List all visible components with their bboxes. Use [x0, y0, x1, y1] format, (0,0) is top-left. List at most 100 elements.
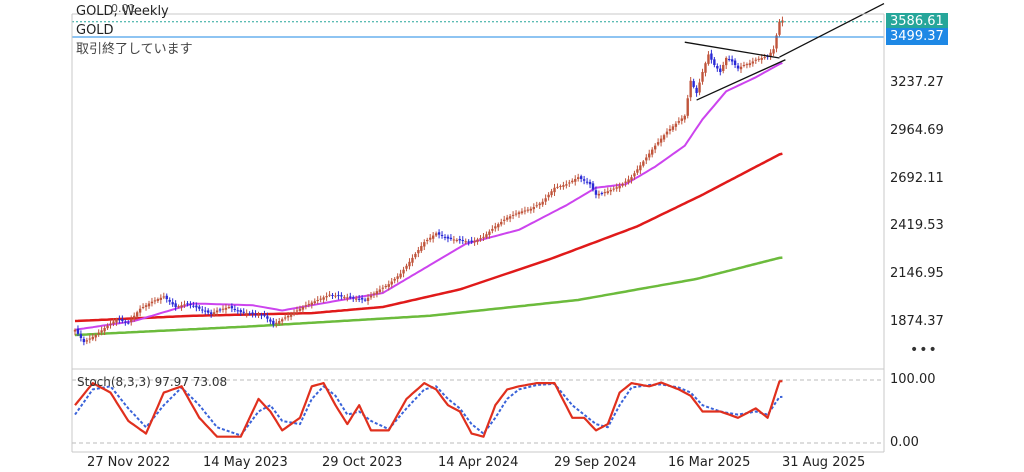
candle — [82, 336, 86, 346]
candle — [313, 298, 316, 305]
candle — [683, 114, 686, 123]
candle — [440, 231, 444, 239]
candle-body — [346, 297, 349, 299]
candle — [464, 238, 467, 245]
candle — [707, 51, 710, 66]
candle-body — [207, 310, 210, 313]
price-tick-label: 2419.53 — [890, 218, 944, 234]
candle-body — [109, 323, 112, 325]
time-tick-label: 27 Nov 2022 — [87, 455, 171, 470]
candle-body — [286, 315, 290, 318]
candle — [455, 238, 459, 243]
candle — [775, 33, 778, 53]
candle-body — [541, 201, 544, 205]
candle — [600, 191, 604, 196]
candle-body — [736, 65, 740, 69]
candle — [434, 231, 438, 237]
candle — [346, 293, 349, 302]
candle — [686, 94, 689, 119]
candle — [665, 128, 669, 138]
candle-body — [585, 181, 589, 183]
candle — [541, 198, 544, 207]
candle-body — [272, 320, 275, 325]
candle-body — [500, 221, 503, 225]
candle — [384, 283, 387, 289]
candle-body — [171, 302, 174, 305]
candle-body — [221, 308, 225, 310]
candle-body — [417, 249, 420, 254]
candle — [458, 235, 461, 244]
candle-body — [458, 238, 461, 241]
candle-body — [396, 276, 399, 279]
price-tick-label: 2964.69 — [890, 122, 944, 138]
candle-body — [295, 310, 299, 312]
candle — [514, 210, 518, 217]
candle-body — [739, 66, 743, 70]
candle-body — [503, 219, 506, 221]
candle — [147, 300, 151, 309]
candle-body — [529, 208, 533, 211]
candle-body — [677, 121, 681, 123]
candle — [494, 222, 497, 232]
candle — [562, 181, 565, 190]
candle-body — [491, 228, 494, 231]
candle — [251, 309, 254, 318]
candle — [781, 16, 784, 27]
candle-body — [748, 63, 752, 66]
candle-body — [201, 309, 204, 311]
candle-body — [618, 185, 621, 189]
more-options-icon[interactable]: ••• — [910, 342, 938, 358]
candle-body — [488, 231, 491, 235]
candle — [124, 319, 127, 326]
candle-body — [497, 224, 500, 228]
candle — [488, 229, 491, 239]
candle — [745, 62, 749, 69]
candle — [772, 45, 775, 57]
candle-body — [414, 253, 417, 258]
candle-body — [695, 87, 698, 94]
candle-body — [452, 239, 456, 241]
candle-body — [538, 203, 541, 206]
candle-body — [473, 240, 476, 243]
candle-body — [559, 185, 562, 187]
candle-body — [260, 314, 263, 316]
candle — [212, 308, 216, 317]
candle-body — [204, 310, 207, 312]
candle — [355, 295, 358, 302]
candle — [375, 288, 379, 298]
candle-body — [343, 296, 346, 298]
candle-body — [630, 177, 633, 181]
candle-body — [331, 294, 334, 296]
candle — [177, 304, 180, 309]
candle — [565, 180, 568, 189]
candle — [532, 203, 535, 213]
candle-body — [772, 49, 775, 54]
last-price-badge: 3586.61 — [886, 12, 948, 30]
candle — [366, 294, 370, 305]
candle — [322, 295, 325, 303]
stoch-label: Stoch(8,3,3) — [77, 375, 151, 389]
candle — [369, 291, 373, 300]
candle-body — [730, 59, 734, 62]
candle — [156, 297, 160, 303]
candle — [360, 295, 364, 304]
candle-body — [106, 325, 109, 329]
candle-body — [94, 335, 97, 338]
candle-body — [606, 191, 609, 194]
candle — [636, 165, 639, 176]
candle — [227, 304, 231, 309]
candle — [257, 311, 260, 319]
stoch-pane — [72, 379, 884, 444]
candle-body — [659, 138, 663, 143]
candle — [328, 291, 331, 298]
candle — [769, 49, 772, 60]
candle — [556, 183, 559, 189]
candle-body — [224, 307, 228, 310]
candle — [275, 318, 278, 328]
candle-body — [298, 308, 302, 311]
candle-body — [692, 81, 695, 87]
trendline-0 — [684, 41, 780, 59]
candle-body — [254, 314, 257, 316]
candle-body — [751, 61, 755, 64]
